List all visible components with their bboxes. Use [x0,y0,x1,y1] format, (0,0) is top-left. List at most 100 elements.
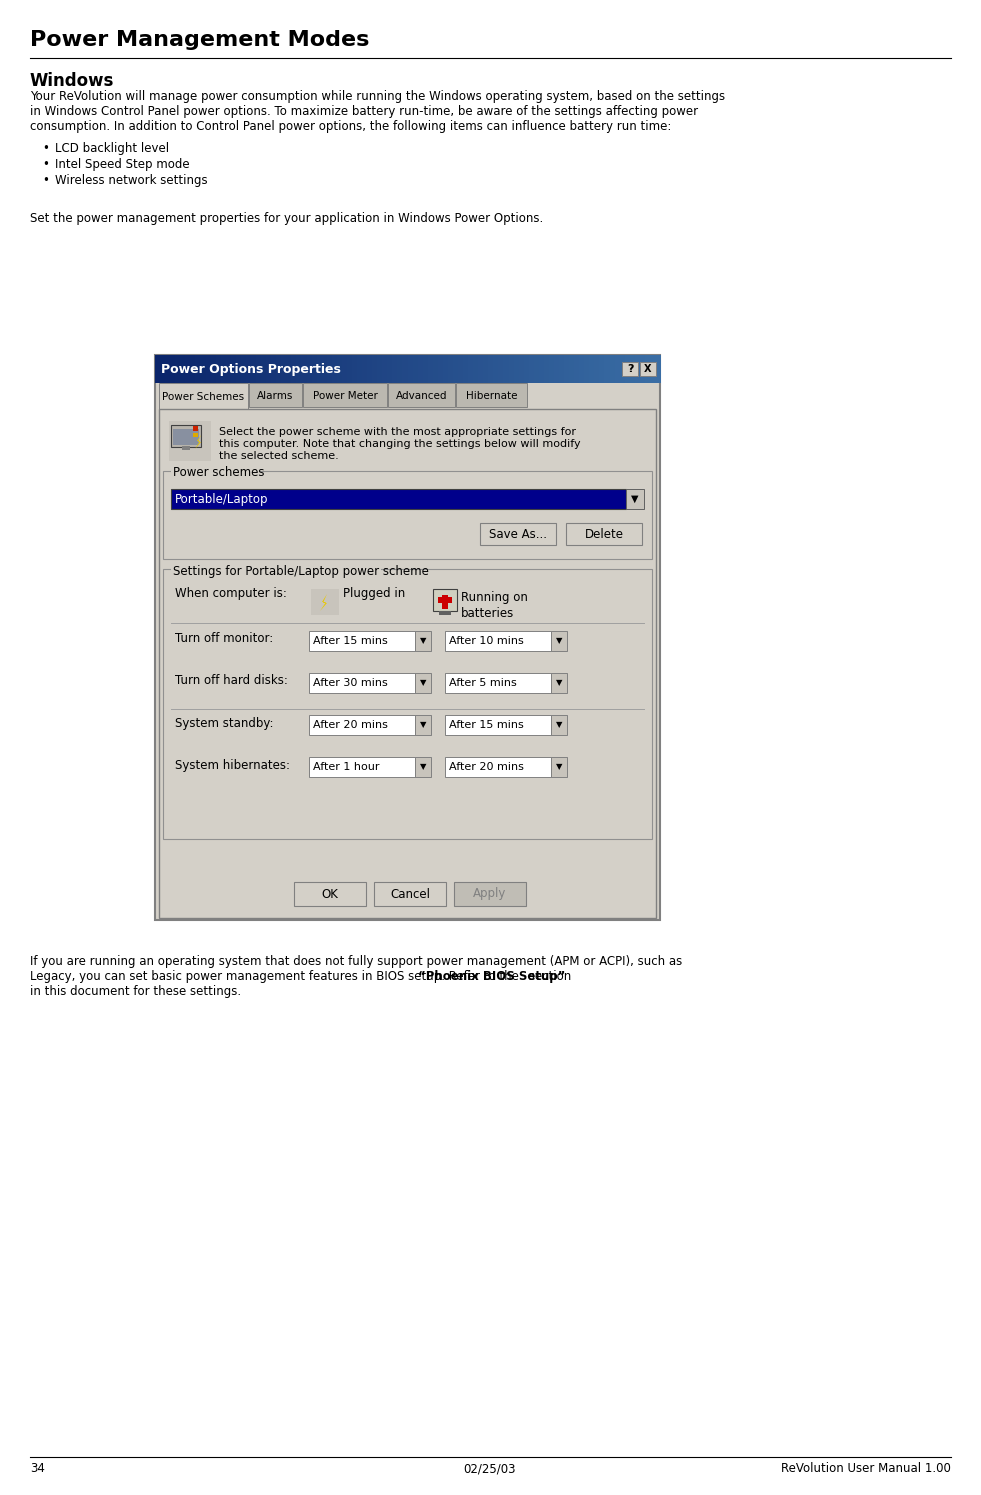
Bar [453,354,459,383]
Bar [251,354,257,383]
Text: •: • [42,173,49,187]
Text: consumption. In addition to Control Panel power options, the following items can: consumption. In addition to Control Pane… [30,120,671,133]
Bar [185,354,191,383]
Bar [498,354,504,383]
Bar [155,354,660,919]
Bar [163,570,652,839]
Bar [415,715,431,736]
Bar [246,354,252,383]
Bar [193,434,198,437]
Text: Alarms: Alarms [257,392,293,401]
Text: Power Schemes: Power Schemes [163,392,244,402]
Text: section: section [525,970,571,984]
Bar [438,597,452,602]
Bar [554,354,560,383]
Bar [529,354,535,383]
Text: Cancel: Cancel [390,888,430,900]
Bar [549,354,555,383]
Text: System hibernates:: System hibernates: [175,758,290,771]
Bar [301,354,307,383]
Text: After 15 mins: After 15 mins [449,721,524,730]
Bar [463,354,469,383]
Bar [286,354,292,383]
Bar [579,354,586,383]
Bar [231,354,236,383]
Bar [551,673,567,694]
Bar [438,354,443,383]
Bar [590,354,595,383]
Bar [241,354,247,383]
Bar [569,354,575,383]
Bar [620,354,626,383]
Bar [170,354,177,383]
Text: Select the power scheme with the most appropriate settings for: Select the power scheme with the most ap… [219,428,576,437]
Text: After 10 mins: After 10 mins [449,635,524,646]
Bar [454,882,526,906]
Bar [160,354,166,383]
Bar [221,354,227,383]
Bar [551,756,567,777]
Text: Portable/Laptop: Portable/Laptop [175,492,269,505]
Bar [626,489,644,508]
Bar [622,362,638,377]
Bar [473,354,479,383]
Bar [574,354,580,383]
Bar [534,354,540,383]
Text: •: • [42,142,49,155]
Bar [182,446,190,450]
Bar [378,354,384,383]
Text: ▼: ▼ [420,762,427,771]
Bar [309,715,415,736]
Text: Set the power management properties for your application in Windows Power Option: Set the power management properties for … [30,212,543,226]
Bar [235,354,242,383]
Text: Running on
batteries: Running on batteries [461,591,528,620]
Bar [282,354,287,383]
Text: 02/25/03: 02/25/03 [464,1462,516,1476]
Bar [559,354,565,383]
Text: Turn off hard disks:: Turn off hard disks: [175,674,287,688]
Bar [539,354,544,383]
Bar [181,354,186,383]
Text: After 20 mins: After 20 mins [449,762,524,771]
Text: OK: OK [322,888,338,900]
Bar [445,631,551,650]
Bar [439,611,451,614]
Bar [524,354,530,383]
Text: When computer is:: When computer is: [175,588,286,601]
Text: After 20 mins: After 20 mins [313,721,387,730]
Bar [456,383,527,407]
Bar [159,383,248,410]
Text: X: X [645,363,651,374]
Text: ▼: ▼ [420,721,427,730]
Bar [397,354,403,383]
Text: After 15 mins: After 15 mins [313,635,387,646]
Bar [205,354,212,383]
Bar [489,354,494,383]
Bar [372,354,379,383]
Bar [519,354,525,383]
Text: this computer. Note that changing the settings below will modify: this computer. Note that changing the se… [219,440,581,448]
Bar [433,589,457,611]
Bar [155,354,161,383]
Bar [303,383,387,407]
Text: ▼: ▼ [420,679,427,688]
Bar [383,354,388,383]
Bar [296,354,302,383]
Text: Turn off monitor:: Turn off monitor: [175,632,274,646]
Bar [317,354,323,383]
Bar [311,589,339,614]
Bar [392,354,398,383]
Bar [159,410,656,918]
Polygon shape [195,435,201,448]
Text: 34: 34 [30,1462,45,1476]
Bar [171,425,201,447]
Text: Wireless network settings: Wireless network settings [55,173,208,187]
Text: “Phoenix BIOS Setup”: “Phoenix BIOS Setup” [418,970,565,984]
Bar [478,354,485,383]
Bar [352,354,358,383]
Bar [655,354,661,383]
Bar [640,362,656,377]
Bar [309,631,415,650]
Bar [433,354,439,383]
Bar [173,429,199,446]
